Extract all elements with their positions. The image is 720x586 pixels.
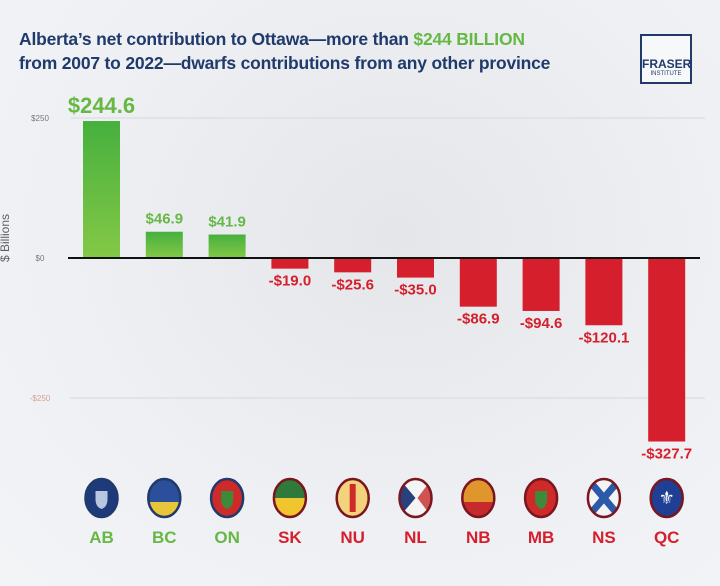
data-label-MB: -$94.6 bbox=[520, 315, 563, 332]
y-tick-label: -$250 bbox=[30, 394, 51, 403]
flag-ring bbox=[586, 477, 622, 519]
logo-line2: INSTITUTE bbox=[650, 71, 682, 77]
category-label-BC: BC bbox=[152, 528, 177, 547]
category-label-NS: NS bbox=[592, 528, 616, 547]
flag-shield bbox=[535, 491, 548, 509]
quebec-flag-icon: ⚜ bbox=[649, 477, 684, 519]
flag-ring bbox=[209, 477, 245, 519]
bar-NB bbox=[459, 258, 497, 307]
flag-shield bbox=[221, 491, 234, 509]
category-label-QC: QC bbox=[654, 528, 680, 547]
category-label-NL: NL bbox=[404, 528, 427, 547]
category-label-SK: SK bbox=[278, 528, 302, 547]
flag-ring bbox=[398, 477, 433, 519]
data-label-BC: $46.9 bbox=[146, 211, 184, 228]
bar-ON bbox=[208, 234, 246, 258]
flag-inukshuk bbox=[349, 484, 356, 512]
data-label-NU: -$25.6 bbox=[331, 276, 374, 293]
ontario-flag-icon bbox=[209, 477, 245, 519]
category-label-NB: NB bbox=[466, 528, 491, 547]
bar-NU bbox=[334, 258, 372, 273]
category-label-NU: NU bbox=[340, 528, 365, 547]
flag-ring bbox=[84, 477, 119, 519]
flag-ring bbox=[272, 477, 308, 519]
bar-AB bbox=[83, 121, 120, 258]
title-text: Alberta’s net contribution to Ottawa—mor… bbox=[19, 29, 414, 49]
nova-scotia-flag-icon bbox=[586, 477, 622, 519]
flag-ring bbox=[147, 477, 182, 519]
newfoundland-flag-icon bbox=[398, 477, 433, 519]
chart-title: Alberta’s net contribution to Ottawa—mor… bbox=[19, 27, 619, 75]
data-label-QC: -$327.7 bbox=[641, 446, 692, 463]
logo-line1: FRASER bbox=[642, 57, 692, 71]
new-brunswick-flag-icon bbox=[461, 477, 496, 519]
fraser-institute-logo: FRASER INSTITUTE bbox=[640, 34, 692, 84]
data-label-NL: -$35.0 bbox=[394, 282, 437, 299]
data-label-ON: $41.9 bbox=[208, 214, 246, 231]
category-label-AB: AB bbox=[89, 528, 114, 547]
bar-QC bbox=[648, 258, 686, 442]
title-text-line2: from 2007 to 2022—dwarfs contributions f… bbox=[19, 53, 551, 73]
bar-MB bbox=[522, 258, 560, 311]
bar-BC bbox=[145, 231, 183, 258]
flag-shield bbox=[95, 491, 108, 509]
category-label-MB: MB bbox=[528, 528, 554, 547]
data-label-AB: $244.6 bbox=[68, 93, 135, 118]
flag-ring bbox=[461, 477, 496, 519]
y-tick-label: $250 bbox=[31, 114, 49, 123]
y-tick-label: $0 bbox=[36, 254, 45, 263]
flag-ring bbox=[649, 477, 684, 519]
saskatchewan-flag-icon bbox=[272, 477, 308, 519]
fleur-de-lis: ⚜ bbox=[659, 488, 675, 509]
title-highlight: $244 BILLION bbox=[413, 29, 525, 49]
bar-SK bbox=[271, 258, 309, 269]
alberta-flag-icon bbox=[84, 477, 119, 519]
bar-NL bbox=[397, 258, 434, 278]
flag-ring bbox=[335, 477, 370, 519]
data-label-NS: -$120.1 bbox=[578, 329, 629, 346]
category-label-ON: ON bbox=[214, 528, 240, 547]
manitoba-flag-icon bbox=[523, 477, 559, 519]
data-label-SK: -$19.0 bbox=[269, 273, 312, 290]
nunavut-flag-icon bbox=[335, 477, 370, 519]
flag-band bbox=[273, 498, 306, 517]
flag-ring bbox=[523, 477, 559, 519]
bar-NS bbox=[585, 258, 623, 326]
data-label-NB: -$86.9 bbox=[457, 311, 500, 328]
british-columbia-flag-icon bbox=[147, 477, 182, 519]
